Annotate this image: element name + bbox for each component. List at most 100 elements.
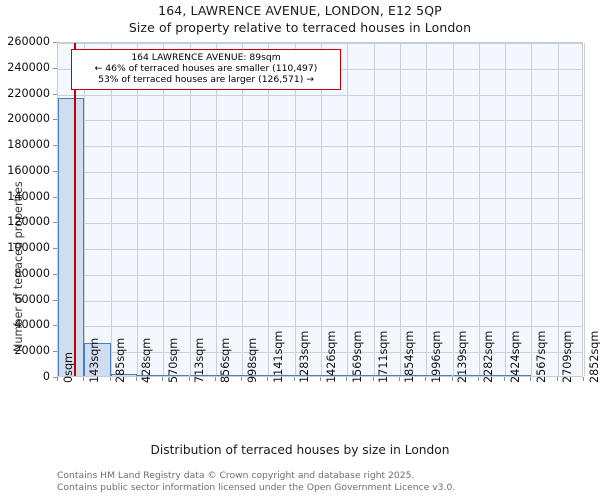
y-tick-label: 240000 [7,60,50,74]
histogram-bar [452,374,479,376]
x-tick-mark [320,377,321,381]
x-gridline [531,43,533,376]
y-gridline [58,146,582,148]
x-tick-mark [135,377,137,381]
x-tick-label: 143sqm [87,337,101,383]
x-tick-label: 1711sqm [377,330,391,383]
x-tick-label: 0sqm [61,352,75,383]
x-gridline [163,43,165,376]
x-tick-label: 570sqm [166,337,180,383]
y-tick-mark [53,325,57,327]
y-tick-mark [53,170,57,172]
page-subtitle: Size of property relative to terraced ho… [128,20,472,35]
x-tick-label: 2139sqm [456,330,469,383]
x-gridline [136,43,138,376]
property-annotation-box: 164 LAWRENCE AVENUE: 89sqm ← 46% of terr… [71,49,341,90]
histogram-bar [136,374,164,376]
page-title: 164, LAWRENCE AVENUE, LONDON, E12 5QP [158,3,442,18]
y-gridline [58,352,582,354]
x-tick-mark [372,377,374,381]
footer-attribution: Contains HM Land Registry data © Crown c… [57,470,577,493]
y-gridline [58,43,582,44]
histogram-bar [347,374,374,376]
y-tick-mark [53,119,57,121]
x-tick-mark [346,377,348,381]
footer-line-2: Contains public sector information licen… [57,481,456,493]
y-tick-mark [53,67,57,69]
y-gridline [58,249,582,251]
y-tick-mark [53,273,57,275]
histogram-bar [399,374,427,376]
y-tick-label: 100000 [7,241,50,255]
x-tick-mark [57,377,58,381]
y-tick-mark [53,248,57,250]
x-tick-mark [504,377,506,381]
x-tick-label: 2852sqm [587,330,600,383]
x-gridline [84,43,86,376]
histogram-bar [373,374,400,376]
y-tick-mark [53,377,57,378]
x-gridline [294,43,296,376]
x-tick-mark [425,377,427,381]
histogram-bar [110,374,137,376]
y-tick-label: 160000 [7,163,50,177]
y-gridline [58,274,582,276]
x-gridline [321,43,322,376]
x-gridline [557,43,559,376]
x-gridline [399,43,401,376]
x-tick-mark [162,377,164,381]
x-tick-mark [83,377,85,381]
x-gridline [189,43,191,376]
histogram-bar [426,374,453,376]
y-gridline [58,326,582,328]
histogram-bar [321,374,348,376]
x-gridline [505,43,507,376]
y-tick-mark [53,42,57,43]
x-tick-mark [556,377,558,381]
y-tick-label: 120000 [7,215,50,229]
y-tick-label: 40000 [14,318,50,332]
x-gridline [242,43,244,376]
x-tick-label: 1996sqm [429,330,443,383]
y-tick-label: 200000 [7,112,50,126]
y-gridline [58,300,582,302]
x-tick-label: 2709sqm [561,330,575,383]
x-tick-label: 285sqm [114,337,128,383]
histogram-bar [294,374,321,376]
annotation-line-3: 53% of terraced houses are larger (126,5… [98,74,314,86]
x-gridline [347,43,349,376]
y-gridline [58,197,582,199]
y-tick-label: 20000 [14,344,50,358]
histogram-bar [58,97,85,376]
x-tick-mark [451,377,453,381]
x-gridline [452,43,454,376]
annotation-line-1: 164 LAWRENCE AVENUE: 89sqm [131,52,281,63]
y-tick-mark [53,351,57,353]
y-gridline [58,94,582,96]
x-gridline [215,43,217,376]
x-tick-label: 856sqm [219,337,233,383]
y-tick-label: 220000 [7,86,50,100]
plot-area [57,42,585,377]
y-tick-label: 80000 [14,266,50,280]
x-gridline [478,43,480,376]
y-tick-mark [53,93,57,95]
y-tick-label: 140000 [7,189,50,203]
x-tick-label: 998sqm [245,337,259,383]
x-tick-label: 713sqm [193,337,206,383]
y-tick-label: 0 [42,370,50,383]
x-gridline [426,43,428,376]
x-tick-mark [241,377,243,381]
x-tick-label: 1569sqm [350,330,364,383]
y-tick-label: 180000 [7,138,50,152]
x-tick-label: 2282sqm [482,330,496,383]
histogram-bar [242,374,269,376]
x-tick-mark [293,377,295,381]
y-gridline [58,171,582,173]
property-marker-line [74,43,76,376]
x-tick-mark [188,377,190,381]
x-tick-label: 428sqm [140,337,154,383]
histogram-bar [215,374,243,376]
x-tick-label: 1141sqm [271,330,285,383]
